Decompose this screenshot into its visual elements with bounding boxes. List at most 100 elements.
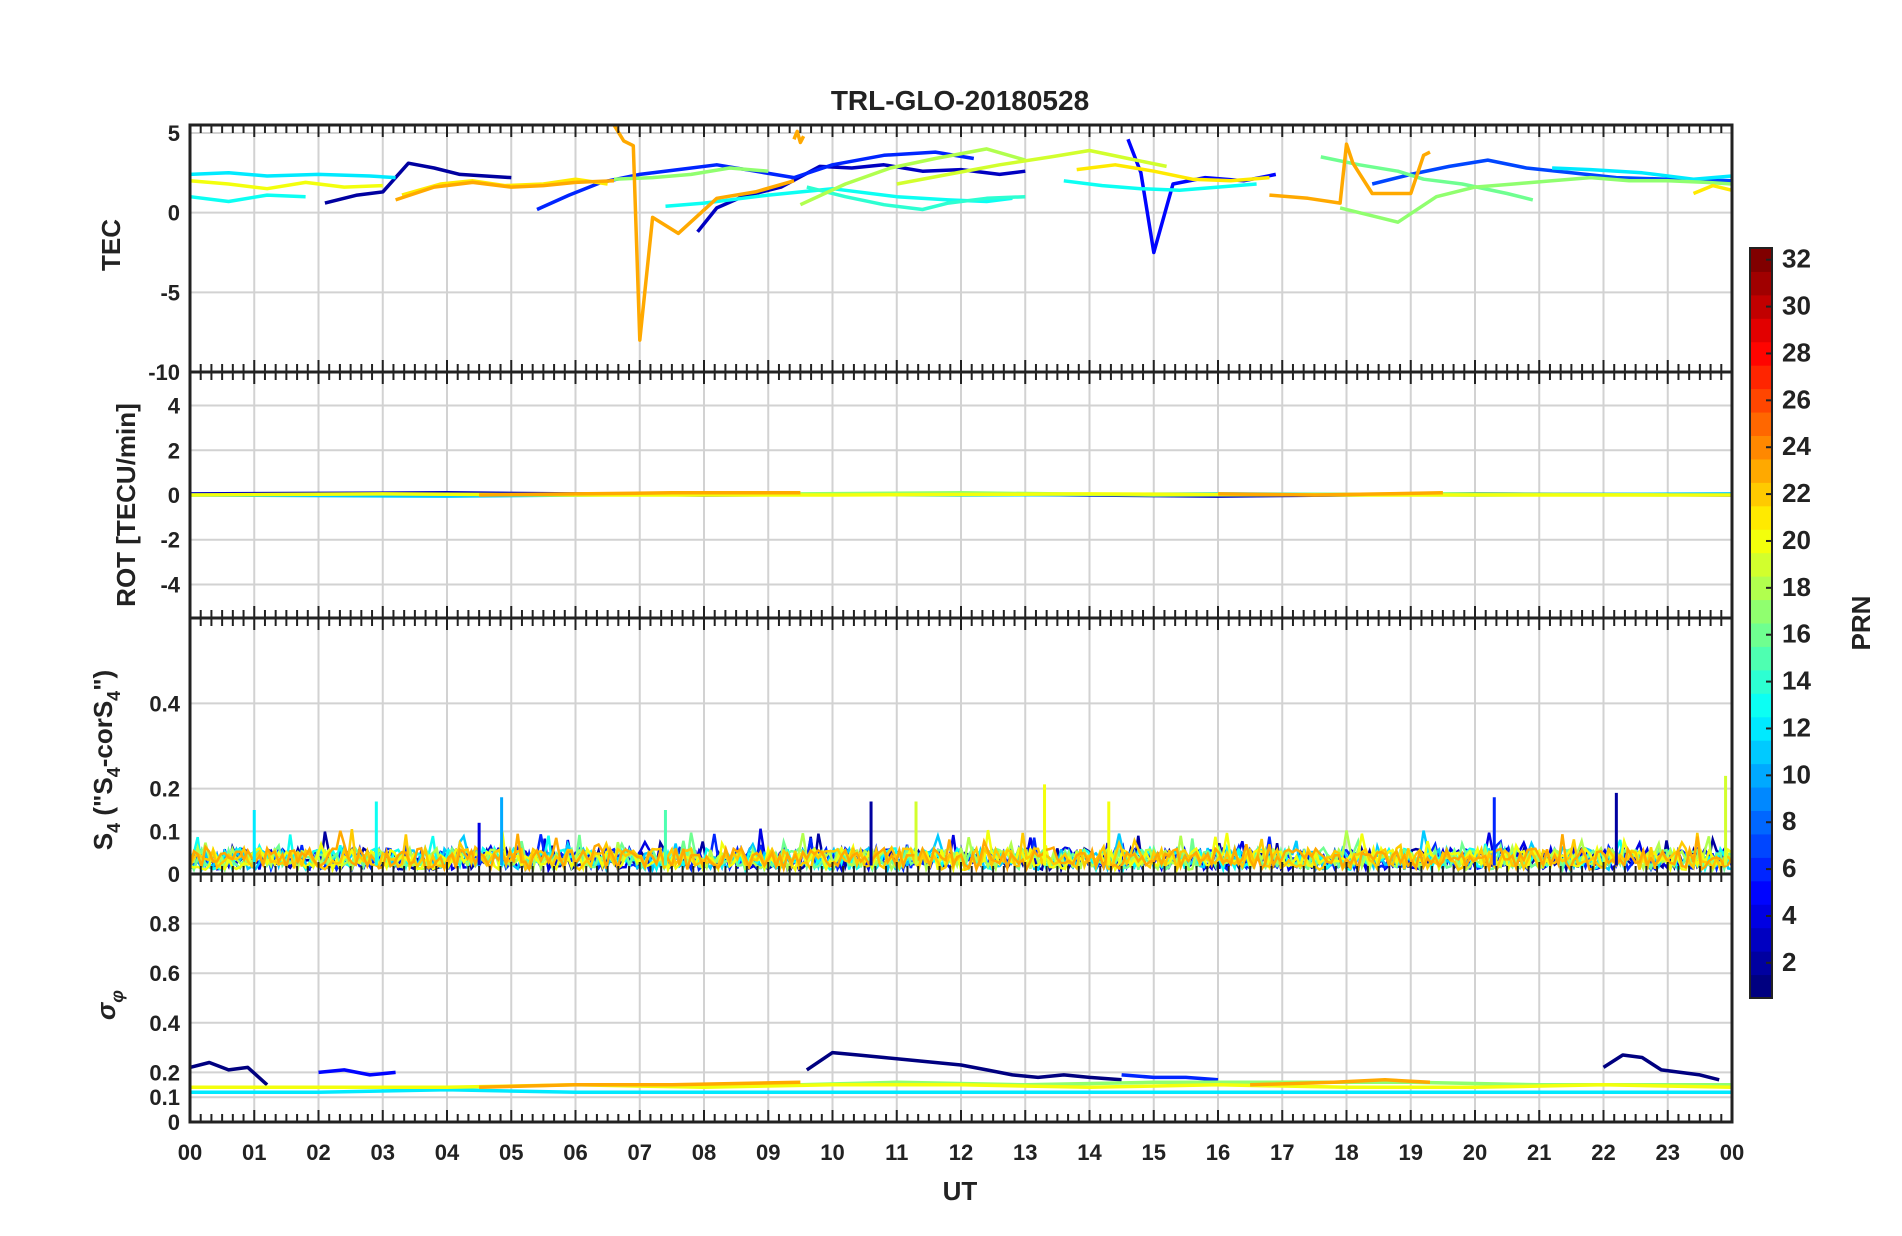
sigma-series-prn-20 — [190, 1083, 1733, 1090]
colorbar-band-prn-28 — [1750, 341, 1772, 366]
colorbar-tick-label: 16 — [1782, 619, 1811, 649]
rot-y-tick-label: 2 — [168, 438, 180, 463]
x-tick-label: 02 — [306, 1140, 330, 1165]
tec-series-prn-23 — [612, 124, 795, 342]
colorbar-band-prn-29 — [1750, 318, 1772, 343]
s4-y-tick-label: 0.4 — [149, 691, 180, 716]
tec-series-prn-21 — [1692, 183, 1733, 196]
colorbar-tick-label: 26 — [1782, 384, 1811, 414]
tec-series-prn-21 — [1076, 163, 1270, 183]
colorbar-tick-label: 4 — [1782, 900, 1797, 930]
colorbar-tick-label: 2 — [1782, 947, 1796, 977]
sigma-series-prn-6 — [1121, 1073, 1219, 1082]
rot-y-tick-label: 0 — [168, 483, 180, 508]
x-tick-label: 13 — [1013, 1140, 1037, 1165]
s4-y-tick-label: 0.2 — [149, 777, 180, 802]
colorbar-band-prn-22 — [1750, 482, 1772, 507]
tec-series-prn-19 — [896, 148, 1167, 186]
colorbar-band-prn-32 — [1750, 248, 1772, 272]
s4-series-prn-23 — [188, 830, 1734, 874]
colorbar-band-prn-14 — [1750, 669, 1772, 694]
colorbar-band-prn-25 — [1750, 412, 1772, 436]
sigma-y-tick-label: 0.2 — [149, 1060, 180, 1085]
s4-y-ticks: 0.4 0.2 0.1 0 — [149, 691, 180, 887]
tec-series-prn-13 — [189, 193, 306, 204]
sigma-grid — [190, 874, 1732, 1123]
sigma-series — [189, 1050, 1733, 1094]
colorbar-frame — [1749, 247, 1773, 999]
tec-series-prn-12 — [189, 171, 396, 180]
x-tick-label: 03 — [371, 1140, 395, 1165]
colorbar-tick-label: 18 — [1782, 572, 1811, 602]
colorbar-bands — [1750, 248, 1772, 999]
colorbar-tick-label: 22 — [1782, 478, 1811, 508]
colorbar-band-prn-2 — [1750, 951, 1772, 976]
x-tick-label: 21 — [1527, 1140, 1551, 1165]
colorbar-band-prn-23 — [1750, 458, 1772, 483]
tec-series-prn-17 — [1339, 175, 1733, 224]
colorbar-tick-label: 20 — [1782, 525, 1811, 555]
tec-series-prn-2 — [324, 161, 512, 205]
colorbar-band-prn-5 — [1750, 880, 1772, 905]
s4-y-label: S4 ("S4-corS4") — [88, 670, 124, 850]
tec-y-tick-label: 5 — [168, 121, 180, 146]
rot-series-prn-23 — [1217, 491, 1443, 497]
sigma-series-prn-1 — [1602, 1053, 1720, 1082]
x-tick-label: 18 — [1334, 1140, 1358, 1165]
panel-s4: 0.4 0.2 0.1 0 S4 ("S4-corS4") — [88, 616, 1734, 887]
tec-series-prn-7 — [1371, 158, 1733, 186]
x-tick-label: 05 — [499, 1140, 523, 1165]
rot-series-prn-23 — [479, 491, 801, 497]
colorbar-band-prn-7 — [1750, 833, 1772, 858]
colorbar-tick-label: 14 — [1782, 666, 1811, 696]
x-tick-label: 15 — [1142, 1140, 1166, 1165]
colorbar-band-prn-20 — [1750, 529, 1772, 554]
sigma-y-tick-label: 0.1 — [149, 1085, 180, 1110]
x-tick-label: 01 — [242, 1140, 266, 1165]
x-axis-label: UT — [943, 1176, 978, 1206]
colorbar-band-prn-21 — [1750, 505, 1772, 530]
colorbar-band-prn-26 — [1750, 388, 1772, 413]
sigma-y-tick-label: 0.4 — [149, 1011, 180, 1036]
colorbar-tick-label: 28 — [1782, 337, 1811, 367]
tec-grid — [190, 125, 1732, 373]
colorbar-band-prn-1 — [1750, 974, 1772, 999]
tec-y-tick-label: 0 — [168, 201, 180, 226]
x-tick-label: 00 — [178, 1140, 202, 1165]
colorbar-tick-label: 10 — [1782, 759, 1811, 789]
tec-series-prn-16 — [1320, 155, 1534, 202]
s4-y-tick-label: 0 — [168, 862, 180, 887]
colorbar-band-prn-8 — [1750, 810, 1772, 835]
colorbar-tick-label: 30 — [1782, 291, 1811, 321]
colorbar-band-prn-3 — [1750, 927, 1772, 952]
tec-series-prn-13 — [1063, 179, 1257, 193]
x-tick-label: 20 — [1463, 1140, 1487, 1165]
s4-series — [188, 775, 1734, 875]
sigma-y-tick-label: 0.8 — [149, 912, 180, 937]
colorbar-label: PRN — [1846, 596, 1876, 651]
colorbar-tick-label: 6 — [1782, 853, 1796, 883]
tec-series-prn-23 — [792, 129, 806, 145]
sigma-y-label: σφ — [91, 990, 127, 1020]
colorbar-band-prn-24 — [1750, 435, 1772, 460]
sigma-frame — [188, 872, 1734, 1124]
x-tick-label: 23 — [1656, 1140, 1680, 1165]
sigma-series-prn-23 — [479, 1080, 801, 1090]
s4-y-tick-label: 0.1 — [149, 819, 180, 844]
sigma-series-prn-5 — [318, 1068, 396, 1077]
colorbar-band-prn-9 — [1750, 787, 1772, 811]
rot-y-tick-label: -4 — [160, 572, 180, 597]
colorbar-tick-label: 24 — [1782, 431, 1811, 461]
x-tick-label: 07 — [628, 1140, 652, 1165]
rot-y-tick-label: -2 — [160, 528, 180, 553]
tec-series-prn-12 — [1552, 166, 1733, 181]
x-tick-label: 11 — [885, 1140, 908, 1165]
sigma-series-prn-1 — [189, 1060, 269, 1087]
s4-grid — [190, 618, 1732, 875]
sigma-series-prn-12 — [190, 1088, 1732, 1094]
tec-series-prn-17 — [613, 166, 769, 181]
rot-y-tick-label: 4 — [168, 394, 181, 419]
colorbar-band-prn-12 — [1750, 716, 1772, 741]
